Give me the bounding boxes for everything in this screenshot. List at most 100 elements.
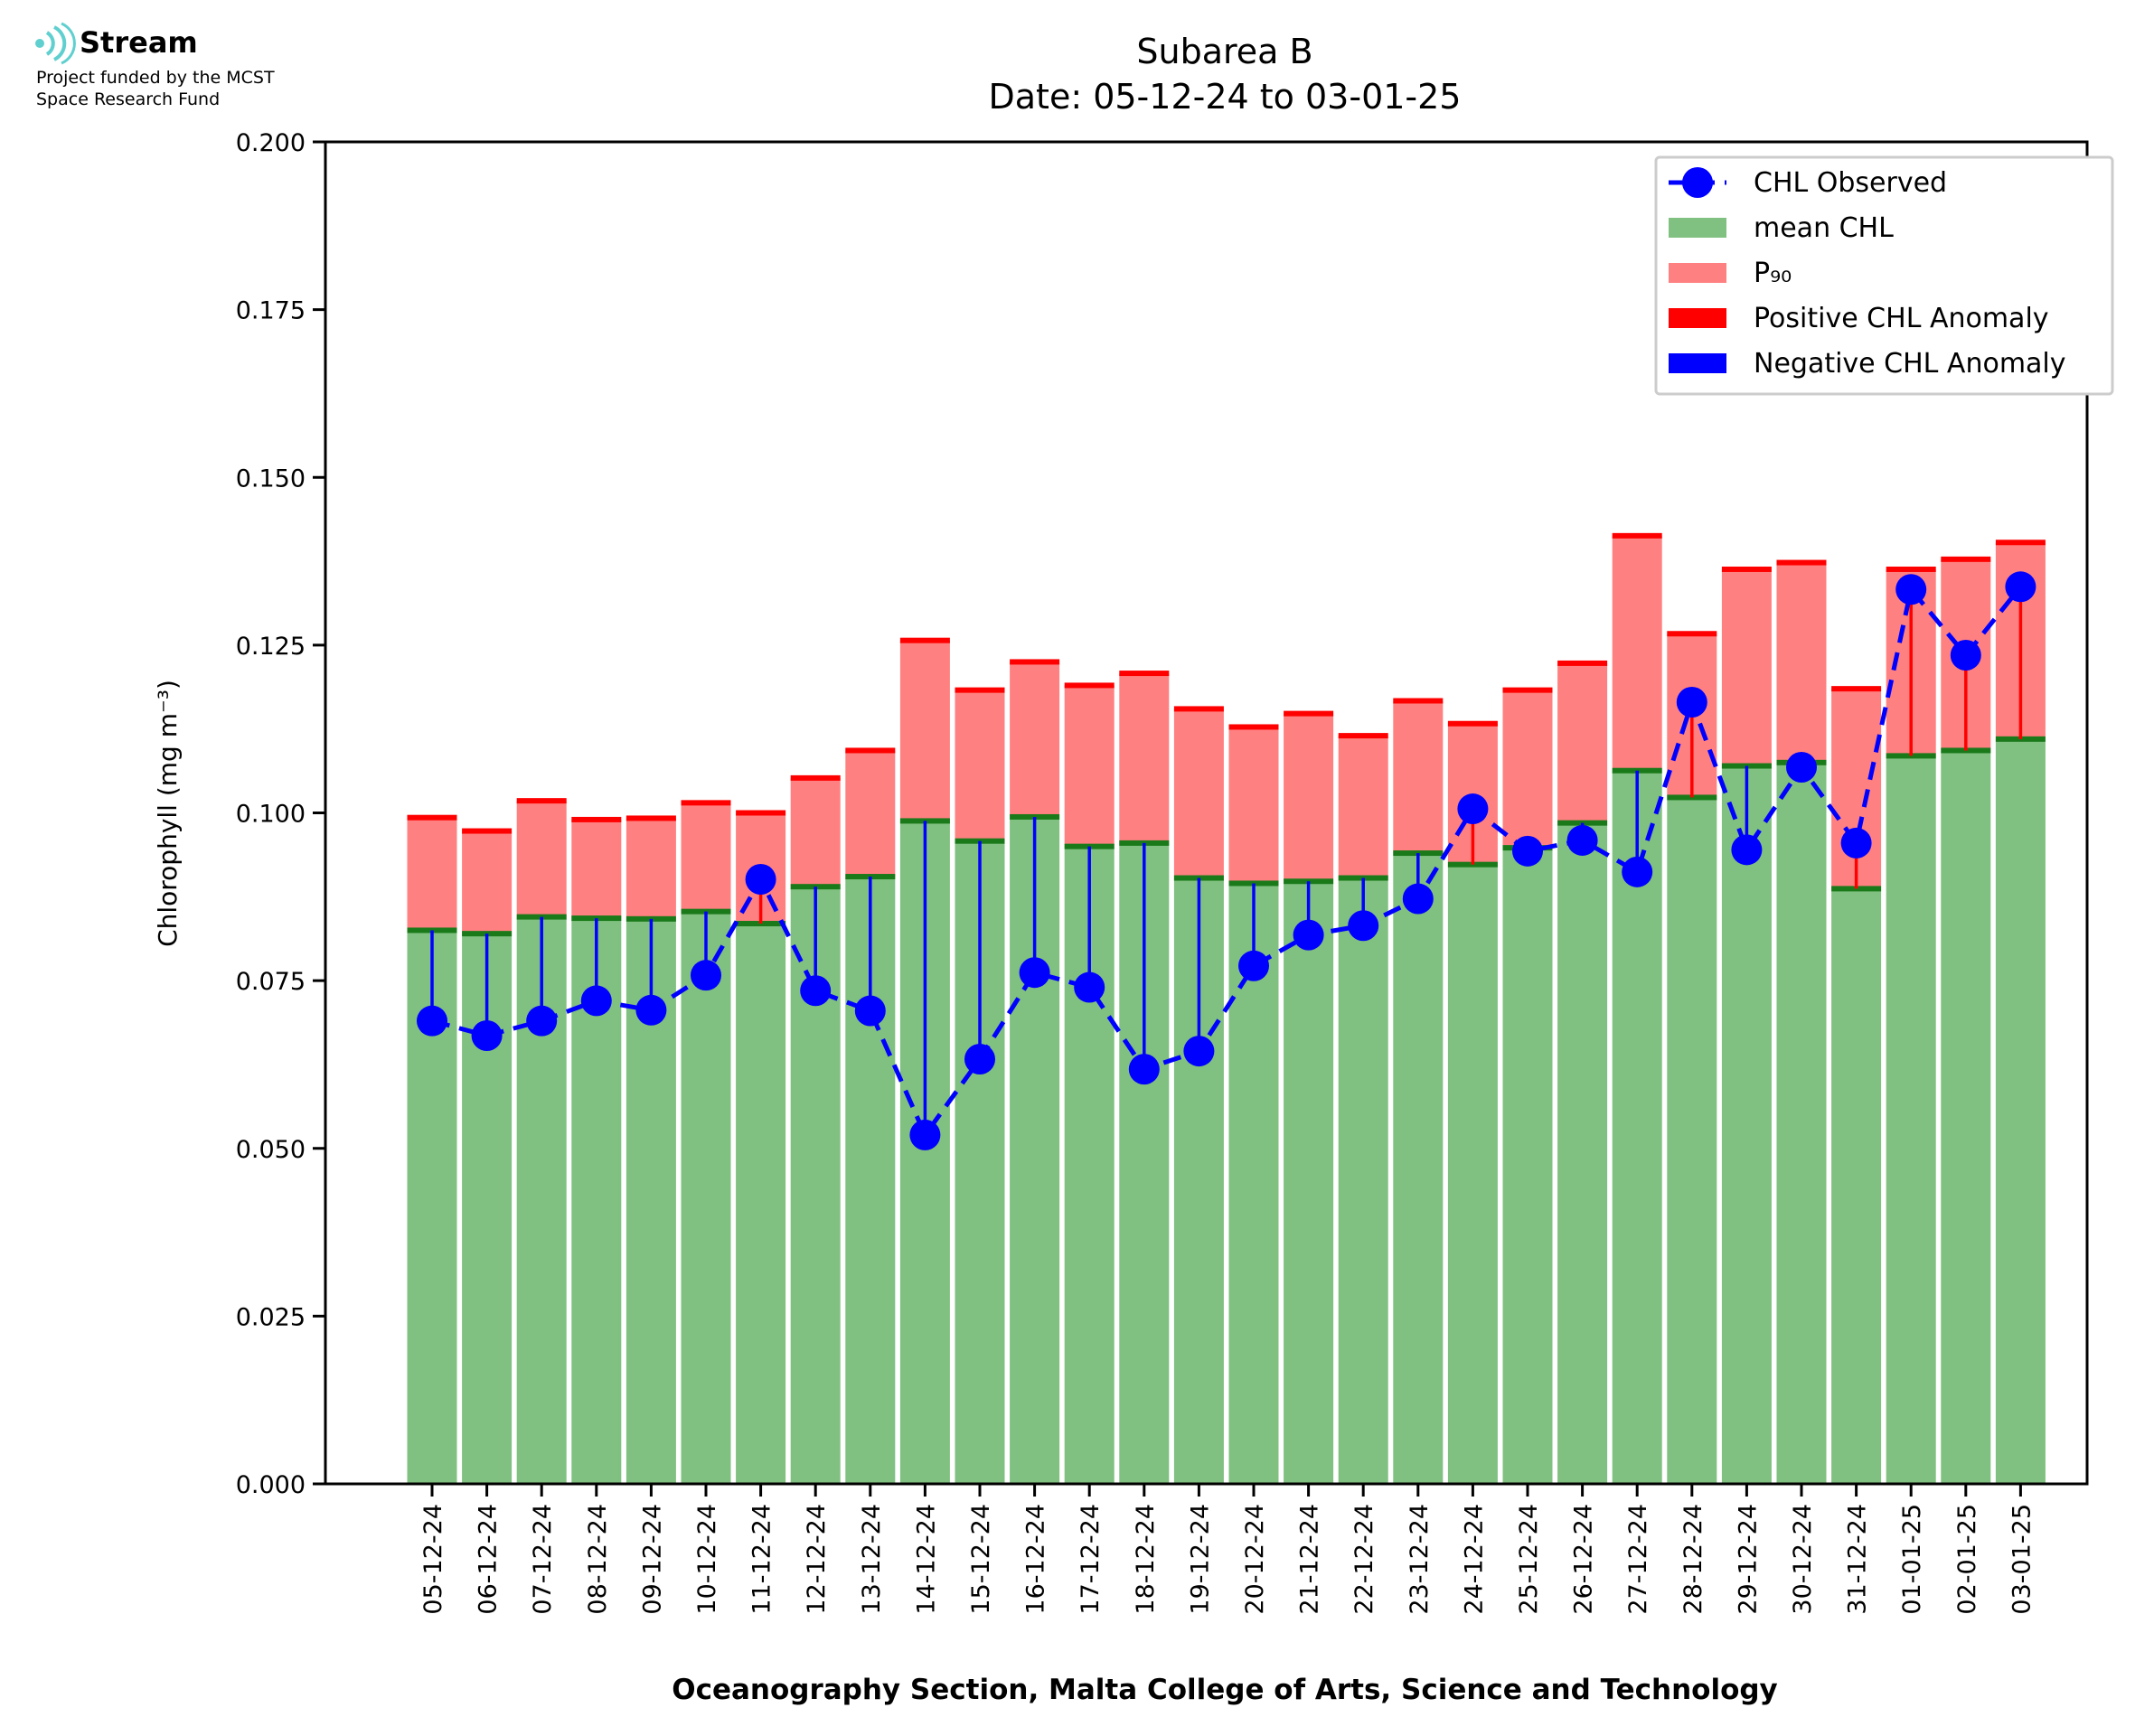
observed-point	[1128, 1054, 1160, 1085]
x-tick-label: 13-12-24	[858, 1504, 886, 1615]
p90-bar	[1064, 685, 1115, 847]
mean-bar	[1338, 877, 1388, 1484]
plot-area	[407, 532, 2046, 1484]
p90-bar	[407, 817, 457, 931]
p90-bar	[516, 801, 567, 917]
x-tick-label: 30-12-24	[1789, 1504, 1817, 1615]
mean-bar	[681, 911, 731, 1484]
x-tick-label: 16-12-24	[1022, 1504, 1050, 1615]
mean-bar	[1667, 797, 1717, 1484]
p90-bar-top	[899, 637, 950, 643]
x-axis: 05-12-24 06-12-24 07-12-24 08-12-24 09-12-24…	[419, 1484, 2036, 1615]
p90-bar-top	[626, 815, 676, 821]
observed-point	[1950, 640, 1981, 671]
x-tick-label: 08-12-24	[584, 1504, 612, 1615]
p90-bar-top	[1721, 566, 1772, 572]
x-tick-label: 03-01-25	[2008, 1504, 2036, 1615]
x-tick-label: 06-12-24	[475, 1504, 503, 1615]
y-tick-label: 0.125	[236, 633, 306, 661]
p90-bar	[681, 802, 731, 912]
observed-point	[471, 1020, 503, 1052]
observed-point	[1293, 919, 1324, 951]
x-tick-label: 29-12-24	[1734, 1504, 1762, 1615]
legend: CHL Observed mean CHL P₉₀ Positive CHL Anom…	[1654, 155, 2114, 396]
y-tick-label: 0.175	[236, 297, 306, 325]
p90-bar	[1010, 662, 1060, 817]
legend-swatch	[1669, 218, 1726, 238]
p90-bar	[1228, 727, 1279, 884]
p90-bar	[1721, 568, 1772, 766]
observed-point	[1731, 834, 1763, 866]
p90-bar	[1284, 713, 1334, 882]
legend-label: mean CHL	[1754, 212, 1894, 244]
observed-point	[800, 975, 832, 1007]
x-tick-label: 22-12-24	[1350, 1504, 1378, 1615]
p90-bar	[1612, 535, 1662, 771]
legend-swatch	[1669, 308, 1726, 328]
observed-point	[691, 960, 721, 991]
chart-subtitle: Date: 05-12-24 to 03-01-25	[989, 77, 1462, 117]
wave-logo-icon	[35, 22, 76, 65]
mean-bar	[1831, 888, 1882, 1484]
x-tick-label: 12-12-24	[803, 1504, 831, 1615]
mean-bar	[1447, 864, 1498, 1484]
p90-bar-top	[1831, 686, 1882, 692]
y-axis-label: Chlorophyll (mg m⁻³)	[153, 680, 183, 947]
p90-bar-top	[1502, 687, 1553, 693]
observed-point	[580, 985, 612, 1017]
p90-bar-top	[1064, 682, 1115, 689]
observed-point	[1840, 827, 1872, 859]
p90-bar-top	[1667, 631, 1717, 637]
p90-bar-top	[955, 687, 1005, 693]
x-tick-label: 28-12-24	[1679, 1504, 1707, 1615]
p90-bar	[845, 750, 896, 877]
y-tick-label: 0.050	[236, 1136, 306, 1164]
x-tick-label: 01-01-25	[1898, 1504, 1926, 1615]
p90-bar-top	[1119, 671, 1170, 677]
x-tick-label: 23-12-24	[1406, 1504, 1434, 1615]
p90-bar	[1776, 562, 1827, 763]
mean-bar	[1995, 738, 2046, 1484]
y-tick-label: 0.200	[236, 129, 306, 157]
x-tick-label: 20-12-24	[1241, 1504, 1269, 1615]
observed-point	[2005, 571, 2036, 603]
legend-label: Negative CHL Anomaly	[1754, 348, 2066, 380]
p90-bar	[1393, 700, 1444, 854]
legend-label: Positive CHL Anomaly	[1754, 303, 2049, 334]
x-tick-label: 09-12-24	[638, 1504, 666, 1615]
funding-line-2: Space Research Fund	[36, 89, 221, 109]
p90-bar-top	[790, 774, 841, 781]
mean-bar	[1284, 881, 1334, 1484]
p90-bar	[955, 690, 1005, 841]
p90-bar	[626, 818, 676, 919]
p90-bar	[571, 819, 622, 919]
observed-point	[1457, 793, 1489, 825]
mean-bar	[1393, 853, 1444, 1484]
observed-point	[635, 994, 667, 1026]
p90-bar-top	[1338, 733, 1388, 739]
x-tick-label: 24-12-24	[1460, 1504, 1488, 1615]
observed-point	[1019, 957, 1050, 989]
observed-point	[1622, 856, 1653, 887]
p90-bar-top	[516, 798, 567, 804]
mean-bar	[736, 924, 786, 1484]
observed-point	[1238, 950, 1269, 981]
x-tick-label: 25-12-24	[1515, 1504, 1543, 1615]
mean-bar	[1502, 848, 1553, 1484]
mean-bar	[1886, 755, 1936, 1484]
legend-swatch	[1669, 263, 1726, 283]
observed-point	[1348, 910, 1379, 942]
x-tick-label: 14-12-24	[912, 1504, 940, 1615]
p90-bar-top	[1173, 706, 1224, 712]
mean-bar	[1941, 750, 1991, 1484]
x-tick-label: 18-12-24	[1132, 1504, 1160, 1615]
p90-bar	[790, 777, 841, 887]
x-tick-label: 31-12-24	[1844, 1504, 1872, 1615]
p90-bar-top	[571, 816, 622, 822]
observed-point	[1786, 752, 1817, 784]
p90-bar	[1502, 690, 1553, 849]
mean-bar	[1557, 822, 1608, 1484]
p90-bar-top	[1010, 659, 1060, 665]
p90-bar	[899, 640, 950, 821]
